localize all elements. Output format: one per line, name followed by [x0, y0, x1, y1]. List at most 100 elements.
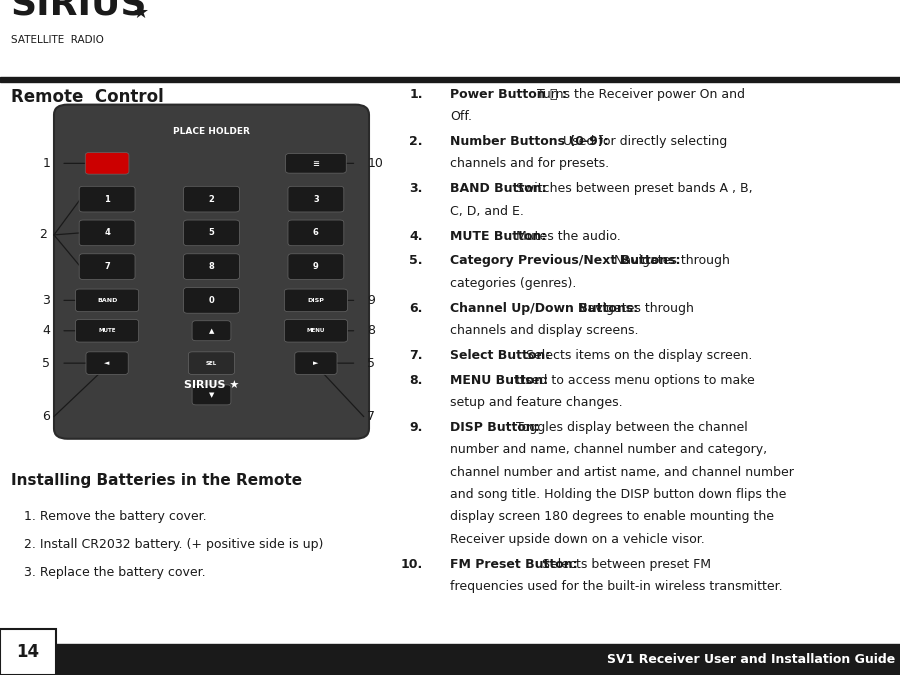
FancyBboxPatch shape	[288, 186, 344, 212]
Text: 2. Install CR2032 battery. (+ positive side is up): 2. Install CR2032 battery. (+ positive s…	[16, 538, 324, 551]
Text: Category Previous/Next Buttons:: Category Previous/Next Buttons:	[450, 254, 680, 267]
Text: Receiver upside down on a vehicle visor.: Receiver upside down on a vehicle visor.	[450, 533, 705, 545]
Text: SEL: SEL	[206, 360, 217, 366]
Text: Turns the Receiver power On and: Turns the Receiver power On and	[533, 88, 745, 101]
Text: channel number and artist name, and channel number: channel number and artist name, and chan…	[450, 466, 794, 479]
Text: frequencies used for the built-in wireless transmitter.: frequencies used for the built-in wirele…	[450, 580, 783, 593]
Text: ◄: ◄	[104, 360, 110, 366]
Text: 4.: 4.	[410, 230, 423, 242]
Text: Power Button ⓘ :: Power Button ⓘ :	[450, 88, 567, 101]
Text: Selects between preset FM: Selects between preset FM	[538, 558, 711, 570]
Text: 4: 4	[104, 228, 110, 238]
Text: SATELLITE  RADIO: SATELLITE RADIO	[11, 35, 104, 45]
Text: Remote  Control: Remote Control	[11, 88, 164, 106]
FancyBboxPatch shape	[79, 254, 135, 279]
Text: ▲: ▲	[209, 328, 214, 333]
Text: BAND: BAND	[97, 298, 117, 303]
Text: 8.: 8.	[410, 374, 423, 387]
Text: 3: 3	[42, 294, 50, 307]
Text: and song title. Holding the DISP button down flips the: and song title. Holding the DISP button …	[450, 488, 787, 501]
FancyBboxPatch shape	[284, 289, 347, 312]
Bar	[0, 644, 900, 675]
Text: 9.: 9.	[410, 421, 423, 434]
FancyBboxPatch shape	[79, 186, 135, 212]
Text: channels and for presets.: channels and for presets.	[450, 157, 609, 170]
Text: MUTE: MUTE	[98, 328, 116, 333]
Text: 0: 0	[209, 296, 214, 305]
FancyBboxPatch shape	[86, 352, 128, 375]
Text: 1: 1	[104, 194, 110, 204]
Text: 6: 6	[42, 410, 50, 423]
Text: 1.: 1.	[410, 88, 423, 101]
Text: 5: 5	[209, 228, 214, 238]
Bar	[0, 77, 900, 82]
Text: channels and display screens.: channels and display screens.	[450, 324, 638, 337]
Text: number and name, channel number and category,: number and name, channel number and cate…	[450, 443, 767, 456]
FancyBboxPatch shape	[79, 220, 135, 246]
Text: DISP Button:: DISP Button:	[450, 421, 540, 434]
Bar	[0, 629, 56, 675]
Text: ▼: ▼	[209, 392, 214, 398]
Text: 6: 6	[313, 228, 319, 238]
Text: C, D, and E.: C, D, and E.	[450, 205, 524, 217]
Text: Channel Up/Down Buttons:: Channel Up/Down Buttons:	[450, 302, 638, 315]
FancyBboxPatch shape	[184, 288, 239, 313]
Text: Number Buttons (0-9):: Number Buttons (0-9):	[450, 135, 608, 148]
Text: PLACE HOLDER: PLACE HOLDER	[173, 127, 250, 136]
Text: BAND Button:: BAND Button:	[450, 182, 546, 195]
Text: 1: 1	[42, 157, 50, 170]
FancyBboxPatch shape	[184, 220, 239, 246]
FancyBboxPatch shape	[284, 319, 347, 342]
Text: Selects items on the display screen.: Selects items on the display screen.	[522, 349, 752, 362]
Text: setup and feature changes.: setup and feature changes.	[450, 396, 623, 409]
Text: 4: 4	[42, 324, 50, 338]
Text: Navigates through: Navigates through	[610, 254, 730, 267]
Text: 3: 3	[313, 194, 319, 204]
FancyBboxPatch shape	[76, 289, 139, 312]
Text: 5: 5	[42, 356, 50, 370]
Text: Toggles display between the channel: Toggles display between the channel	[512, 421, 748, 434]
Text: MENU Button:: MENU Button:	[450, 374, 548, 387]
FancyBboxPatch shape	[192, 385, 231, 405]
Text: Switches between preset bands A , B,: Switches between preset bands A , B,	[512, 182, 752, 195]
Text: MUTE Button:: MUTE Button:	[450, 230, 546, 242]
FancyBboxPatch shape	[188, 352, 235, 375]
FancyBboxPatch shape	[285, 153, 346, 173]
Text: 9: 9	[313, 262, 319, 271]
Text: SV1 Receiver User and Installation Guide: SV1 Receiver User and Installation Guide	[608, 653, 896, 666]
Text: 2: 2	[39, 228, 47, 242]
Text: Used to access menu options to make: Used to access menu options to make	[512, 374, 755, 387]
Text: 7: 7	[367, 410, 375, 423]
Text: 1. Remove the battery cover.: 1. Remove the battery cover.	[16, 510, 207, 522]
Text: 9: 9	[367, 294, 375, 307]
Text: 14: 14	[16, 643, 40, 661]
FancyBboxPatch shape	[184, 186, 239, 212]
Text: Mutes the audio.: Mutes the audio.	[512, 230, 621, 242]
Text: Used for directly selecting: Used for directly selecting	[559, 135, 727, 148]
Text: Select Button:: Select Button:	[450, 349, 550, 362]
Text: Off.: Off.	[450, 110, 472, 123]
Text: 10.: 10.	[400, 558, 423, 570]
Text: 3. Replace the battery cover.: 3. Replace the battery cover.	[16, 566, 206, 579]
Text: 7: 7	[104, 262, 110, 271]
Text: 2.: 2.	[410, 135, 423, 148]
Text: categories (genres).: categories (genres).	[450, 277, 576, 290]
Text: 8: 8	[209, 262, 214, 271]
Text: 10: 10	[367, 157, 383, 170]
Text: DISP: DISP	[308, 298, 324, 303]
Text: ►: ►	[313, 360, 319, 366]
FancyBboxPatch shape	[288, 220, 344, 246]
Text: FM Preset Button:: FM Preset Button:	[450, 558, 578, 570]
Text: 6.: 6.	[410, 302, 423, 315]
Text: ★: ★	[133, 3, 149, 22]
Text: 2: 2	[209, 194, 214, 204]
Text: 3.: 3.	[410, 182, 423, 195]
Text: 5: 5	[367, 356, 375, 370]
FancyBboxPatch shape	[76, 319, 139, 342]
FancyBboxPatch shape	[288, 254, 344, 279]
Text: Navigates through: Navigates through	[574, 302, 694, 315]
Text: Installing Batteries in the Remote: Installing Batteries in the Remote	[11, 472, 302, 487]
Text: 5.: 5.	[410, 254, 423, 267]
FancyBboxPatch shape	[184, 254, 239, 279]
Text: SIRIUS: SIRIUS	[11, 0, 148, 22]
